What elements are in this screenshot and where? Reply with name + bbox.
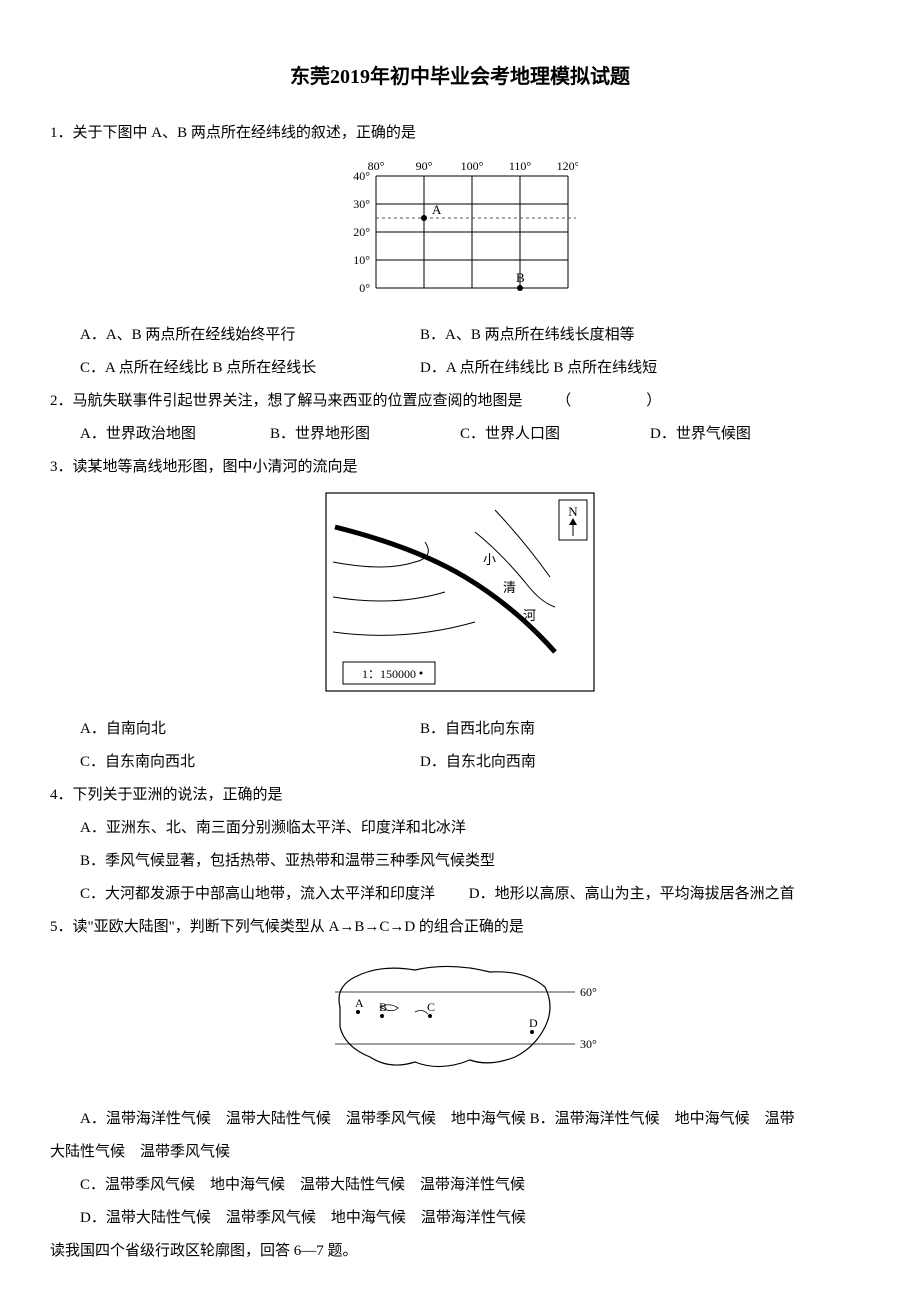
svg-text:A: A [432, 202, 442, 217]
svg-text:120°: 120° [557, 159, 578, 173]
svg-text:20°: 20° [353, 225, 370, 239]
svg-text:90°: 90° [416, 159, 433, 173]
svg-text:100°: 100° [461, 159, 484, 173]
svg-text:1：150000: 1：150000 [362, 667, 416, 681]
q3-opt-b: B．自西北向东南 [420, 713, 800, 746]
tail-instruction: 读我国四个省级行政区轮廓图，回答 6—7 题。 [50, 1235, 870, 1268]
q1-opt-b: B．A、B 两点所在纬线长度相等 [420, 319, 800, 352]
q3-figure: 1：150000 N 小清河 [50, 492, 870, 705]
q5-opt-c: C．温带季风气候 地中海气候 温带大陆性气候 温带海洋性气候 [50, 1169, 870, 1202]
svg-text:C: C [427, 1000, 435, 1014]
q1-opt-d: D．A 点所在纬线比 B 点所在纬线短 [420, 352, 800, 385]
svg-text:30°: 30° [353, 197, 370, 211]
q2-opt-a: A．世界政治地图 [80, 418, 270, 451]
q1-figure: 80° 90° 100° 110° 120° 40° 30° 20° 10° 0° A B [50, 158, 870, 311]
svg-text:A: A [355, 996, 364, 1010]
q5-figure: 60° 30° A B C D [50, 952, 870, 1095]
q4-opt-b: B．季风气候显著，包括热带、亚热带和温带三种季风气候类型 [50, 845, 870, 878]
svg-text:60°: 60° [580, 985, 597, 999]
q4-stem: 4．下列关于亚洲的说法，正确的是 [50, 779, 870, 812]
svg-text:B: B [379, 1000, 387, 1014]
svg-text:河: 河 [523, 608, 536, 623]
svg-text:清: 清 [503, 580, 516, 595]
svg-text:0°: 0° [359, 281, 370, 295]
q2-opt-b: B．世界地形图 [270, 418, 460, 451]
q4-opt-d: D．地形以高原、高山为主，平均海拔居各洲之首 [469, 886, 795, 902]
q3-opt-a: A．自南向北 [80, 713, 420, 746]
page-title: 东莞2019年初中毕业会考地理模拟试题 [50, 55, 870, 99]
svg-text:D: D [529, 1016, 538, 1030]
q5-stem: 5．读"亚欧大陆图"，判断下列气候类型从 A→B→C→D 的组合正确的是 [50, 911, 870, 944]
q2-stem: 2．马航失联事件引起世界关注，想了解马来西亚的位置应查阅的地图是 （ ） [50, 385, 870, 418]
q3-opt-c: C．自东南向西北 [80, 746, 420, 779]
svg-text:小: 小 [483, 552, 496, 567]
svg-text:110°: 110° [509, 159, 532, 173]
q2-opt-d: D．世界气候图 [650, 418, 840, 451]
q4-opt-c: C．大河都发源于中部高山地带，流入太平洋和印度洋 [80, 886, 435, 902]
contour-map: 1：150000 N 小清河 [325, 492, 595, 692]
q4-opt-a: A．亚洲东、北、南三面分别濒临太平洋、印度洋和北冰洋 [50, 812, 870, 845]
q5-opt-line1: A．温带海洋性气候 温带大陆性气候 温带季风气候 地中海气候 B．温带海洋性气候… [50, 1103, 870, 1136]
q2-opt-c: C．世界人口图 [460, 418, 650, 451]
svg-text:B: B [516, 270, 525, 285]
eurasia-map: 60° 30° A B C D [320, 952, 600, 1082]
q1-opt-c: C．A 点所在经线比 B 点所在经线长 [80, 352, 420, 385]
q2-paren: （ ） [556, 393, 676, 409]
svg-text:30°: 30° [580, 1037, 597, 1051]
q1-opt-a: A．A、B 两点所在经线始终平行 [80, 319, 420, 352]
q5-opt-line2: 大陆性气候 温带季风气候 [50, 1136, 870, 1169]
q5-opt-d: D．温带大陆性气候 温带季风气候 地中海气候 温带海洋性气候 [50, 1202, 870, 1235]
svg-text:80°: 80° [368, 159, 385, 173]
q3-opt-d: D．自东北向西南 [420, 746, 800, 779]
q1-stem: 1．关于下图中 A、B 两点所在经纬线的叙述，正确的是 [50, 117, 870, 150]
svg-text:10°: 10° [353, 253, 370, 267]
q3-stem: 3．读某地等高线地形图，图中小清河的流向是 [50, 451, 870, 484]
svg-text:40°: 40° [353, 169, 370, 183]
latlon-grid: 80° 90° 100° 110° 120° 40° 30° 20° 10° 0° A B [342, 158, 578, 298]
q2-stem-text: 2．马航失联事件引起世界关注，想了解马来西亚的位置应查阅的地图是 [50, 393, 523, 409]
svg-text:N: N [568, 504, 578, 519]
q4-opt-cd: C．大河都发源于中部高山地带，流入太平洋和印度洋 D．地形以高原、高山为主，平均… [50, 878, 870, 911]
